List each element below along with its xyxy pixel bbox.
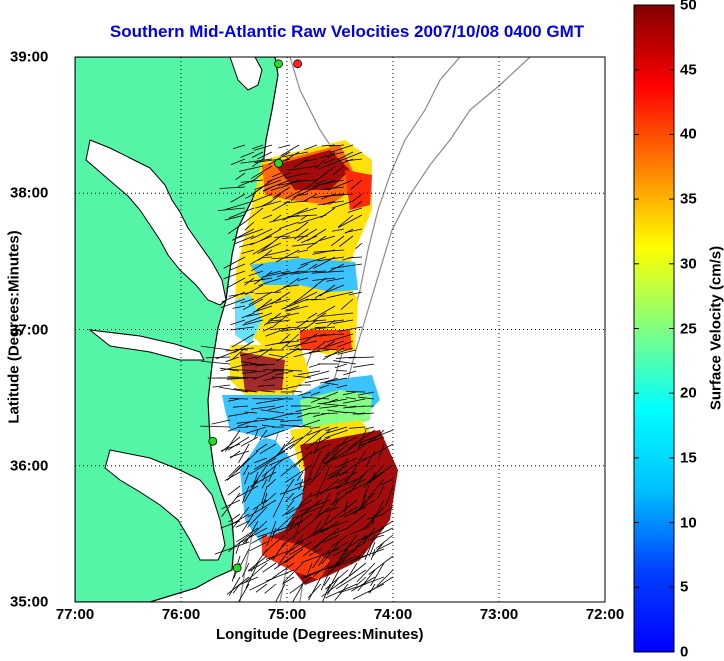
colorbar-tick-label: 15	[680, 449, 697, 466]
y-tick-label: 39:00	[10, 49, 48, 66]
colorbar-tick-label: 20	[680, 385, 697, 402]
x-axis-label: Longitude (Degrees:Minutes)	[216, 626, 424, 643]
velocity-arrow	[229, 398, 248, 399]
colorbar-tick-label: 40	[680, 126, 697, 143]
station-marker	[294, 60, 302, 68]
station-marker	[209, 437, 217, 445]
y-axis-label: Latitude (Degrees:Minutes)	[6, 230, 23, 423]
x-tick-label: 76:00	[162, 606, 200, 623]
colorbar-tick-label: 0	[680, 644, 688, 661]
colorbar-tick-label: 35	[680, 191, 697, 208]
x-tick-label: 73:00	[480, 606, 518, 623]
colorbar-tick-label: 25	[680, 320, 697, 337]
colorbar-tick-label: 10	[680, 514, 697, 531]
colorbar-tick-label: 30	[680, 255, 697, 272]
y-tick-label: 38:00	[10, 185, 48, 202]
station-marker	[275, 60, 283, 68]
x-tick-label: 77:00	[56, 606, 94, 623]
colorbar-tick-label: 45	[680, 61, 697, 78]
x-tick-label: 72:00	[586, 606, 624, 623]
colorbar-label: Surface Velocity (cm/s)	[708, 246, 724, 410]
station-marker	[233, 564, 241, 572]
x-tick-label: 75:00	[268, 606, 306, 623]
colorbar	[634, 5, 674, 652]
x-tick-label: 74:00	[374, 606, 412, 623]
station-marker	[275, 159, 283, 167]
y-tick-label: 35:00	[10, 594, 48, 611]
velocity-arrow	[307, 413, 320, 414]
y-tick-label: 36:00	[10, 457, 48, 474]
colorbar-tick-label: 50	[680, 0, 697, 14]
colorbar-tick-label: 5	[680, 579, 688, 596]
